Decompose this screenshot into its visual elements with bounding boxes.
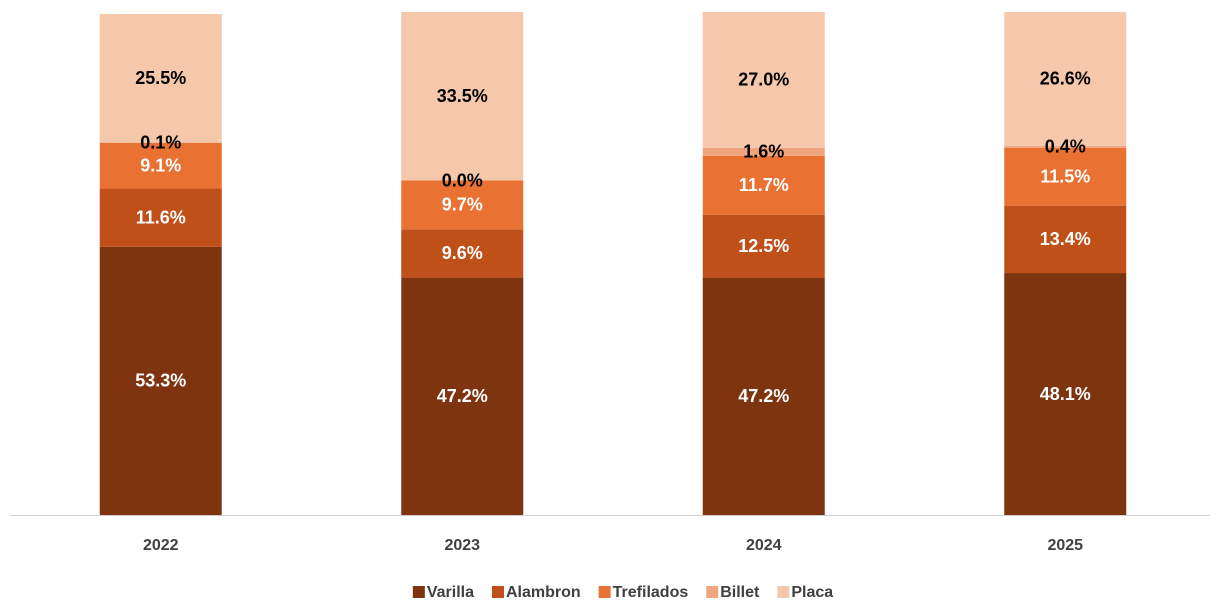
bar-segment [1004, 205, 1127, 274]
data-label: 48.1% [1040, 384, 1091, 404]
bar-segment [401, 180, 524, 230]
bar-segment [401, 277, 524, 515]
legend-label: Billet [720, 584, 760, 600]
x-tick-label: 2025 [1047, 537, 1083, 554]
legend-label: Varilla [427, 584, 474, 600]
legend-label: Placa [791, 584, 833, 600]
legend-label: Trefilados [613, 584, 689, 600]
data-label: 11.7% [739, 175, 789, 195]
data-label: 26.6% [1040, 69, 1091, 89]
bar-segment [99, 142, 222, 189]
legend: Varilla Alambron Trefilados Billet Placa [412, 584, 833, 600]
bar-segment [1004, 145, 1127, 148]
data-label: 9.7% [442, 195, 483, 215]
legend-item: Varilla [412, 584, 474, 600]
data-label: 33.5% [437, 86, 488, 106]
legend-item: Billet [706, 584, 760, 600]
legend-item: Trefilados [598, 584, 689, 600]
legend-swatch [777, 586, 790, 598]
bar-segment [702, 12, 825, 148]
data-label: 27.0% [738, 70, 789, 90]
bar-segment [1004, 147, 1127, 206]
bar-segment [99, 142, 222, 143]
bar-segment [401, 12, 524, 181]
x-tick-label: 2022 [143, 537, 179, 554]
data-label: 53.3% [135, 371, 186, 391]
legend-item: Alambron [491, 584, 581, 600]
legend-label: Alambron [506, 584, 581, 600]
bar-segment [702, 214, 825, 278]
legend-item: Placa [777, 584, 833, 600]
bar-segment [1004, 12, 1127, 146]
data-label: 47.2% [738, 386, 789, 406]
data-label: 12.5% [738, 236, 789, 256]
bar-segment [1004, 273, 1127, 515]
bar-segment [99, 246, 222, 515]
data-label: 0.1% [140, 132, 181, 152]
data-label: 25.5% [135, 68, 186, 88]
data-label: 9.6% [442, 243, 483, 263]
data-label: 13.4% [1040, 229, 1091, 249]
bar-segment [99, 188, 222, 247]
legend-swatch [412, 586, 425, 598]
legend-swatch [706, 586, 719, 598]
data-label: 11.6% [136, 207, 186, 227]
data-label: 0.4% [1045, 137, 1086, 157]
x-tick-label: 2023 [444, 537, 480, 554]
bar-segment [702, 277, 825, 515]
data-label: 47.2% [437, 386, 488, 406]
x-tick-label: 2024 [746, 537, 782, 554]
data-label: 0.0% [442, 170, 483, 190]
bar-segment [702, 155, 825, 215]
data-label: 9.1% [140, 155, 181, 175]
data-label: 1.6% [743, 142, 784, 162]
data-label: 11.5% [1040, 166, 1090, 186]
bar-segment [401, 229, 524, 278]
legend-swatch [491, 586, 504, 598]
bar-segment [99, 14, 222, 143]
legend-swatch [598, 586, 611, 598]
plot: 53.3% 11.6% 9.1% 0.1% 25.5% 2022 47.2% 9.6% 9.7%… [99, 12, 1127, 554]
bar-segment [702, 147, 825, 156]
